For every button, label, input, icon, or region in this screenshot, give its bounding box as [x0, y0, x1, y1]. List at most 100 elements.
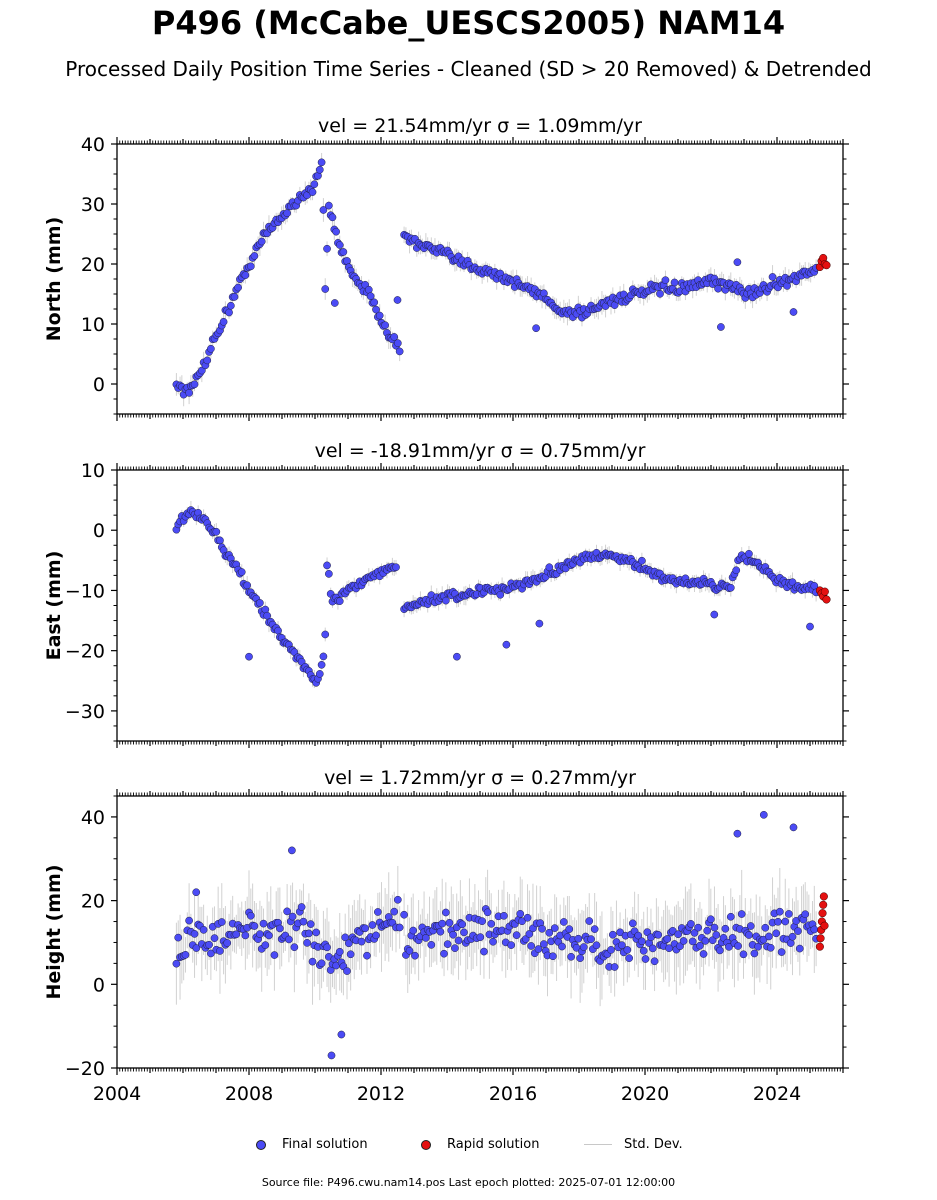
x-tick-label: 2008 [225, 1083, 273, 1105]
rapid-solution-point [819, 892, 828, 901]
final-solution-point [250, 252, 259, 260]
chart-title: P496 (McCabe_UESCS2005) NAM14 [151, 4, 786, 42]
final-solution-point [733, 258, 742, 267]
final-solution-point [688, 937, 697, 946]
legend-rapid: Rapid solution [421, 1137, 539, 1152]
final-solution-point [532, 324, 540, 333]
final-solution-point [781, 917, 790, 926]
final-solution-point [706, 915, 715, 924]
final-solution-point [303, 939, 311, 947]
final-solution-point [717, 323, 725, 331]
y-tick-label: 40 [81, 807, 105, 829]
final-solution-point [443, 940, 452, 949]
y-tick-label: 40 [81, 134, 105, 156]
final-solution-point [227, 301, 235, 310]
final-solution-point [590, 925, 599, 933]
final-solution-point [699, 950, 708, 958]
final-solution-point [795, 944, 804, 953]
final-solution-point [518, 917, 526, 926]
legend: Final solution Rapid solution Std. Dev. [0, 1137, 937, 1159]
legend-rapid-marker [421, 1139, 431, 1150]
final-solution-point [732, 566, 741, 575]
final-solution-point [638, 556, 646, 565]
final-solution-point [449, 930, 457, 939]
final-solution-point [670, 278, 679, 287]
final-solution-point [372, 931, 380, 940]
final-solution-point [712, 931, 721, 939]
final-solution-point [174, 933, 183, 942]
final-solution-point [665, 944, 673, 953]
final-solution-point [422, 934, 430, 942]
final-solution-point [550, 924, 559, 932]
final-solution-point [393, 296, 402, 304]
y-tick-label: 0 [93, 520, 105, 542]
final-solution-point [181, 950, 190, 959]
final-solution-point [534, 945, 543, 953]
final-solution-point [607, 946, 615, 954]
final-solution-point [364, 285, 373, 294]
final-solution-point [512, 931, 521, 939]
final-solution-point [172, 959, 181, 968]
final-solution-point [328, 213, 337, 222]
final-solution-point [478, 917, 486, 926]
final-solution-point [574, 934, 583, 943]
final-solution-point [625, 954, 634, 962]
final-solution-point [746, 922, 755, 930]
final-solution-point [274, 626, 282, 635]
final-solution-point [283, 907, 291, 916]
final-solution-point [576, 954, 585, 963]
final-solution-point [330, 299, 339, 307]
final-solution-point [628, 919, 637, 928]
final-solution-point [549, 952, 557, 961]
rapid-solution-point [822, 595, 831, 604]
final-solution-point [750, 949, 759, 958]
final-solution-point [411, 951, 419, 960]
final-solution-point [745, 549, 753, 558]
final-solution-point [480, 947, 488, 956]
final-solution-point [315, 165, 324, 174]
final-solution-point [339, 248, 348, 256]
plot-frame [116, 469, 844, 742]
final-solution-point [734, 942, 742, 950]
final-solution-point [476, 933, 485, 941]
final-solution-point [567, 952, 575, 961]
y-tick-label: 0 [93, 374, 105, 396]
final-solution-point [246, 262, 255, 271]
final-solution-point [216, 947, 224, 955]
final-solution-point [335, 241, 344, 249]
final-solution-point [774, 917, 782, 926]
final-solution-point [650, 957, 659, 966]
final-solution-point [663, 935, 672, 943]
final-solution-point [806, 622, 814, 631]
final-solution-point [199, 925, 208, 934]
final-solution-point [440, 949, 448, 958]
final-solution-point [483, 908, 492, 917]
final-solution-point [190, 930, 199, 938]
final-solution-point [648, 944, 657, 953]
final-solution-point [372, 305, 380, 314]
final-solution-point [777, 948, 786, 956]
final-solution-point [261, 941, 270, 949]
final-solution-point [801, 910, 810, 919]
final-solution-point [223, 939, 232, 947]
final-solution-point [207, 344, 215, 353]
y-tick-label: −20 [65, 641, 105, 663]
final-solution-point [708, 936, 717, 945]
final-solution-point [185, 916, 193, 925]
final-solution-point [559, 918, 568, 926]
final-solution-point [361, 924, 370, 933]
source-footer: Source file: P496.cwu.nam14.pos Last epo… [261, 1176, 676, 1189]
final-solution-point [716, 946, 724, 955]
final-solution-point [232, 930, 241, 939]
final-solution-point [210, 934, 219, 942]
x-tick-label: 2020 [621, 1083, 669, 1105]
final-solution-point [321, 285, 330, 293]
final-solution-point [701, 937, 710, 945]
final-solution-point [721, 924, 730, 933]
final-solution-point [458, 920, 467, 929]
y-tick-label: 10 [81, 314, 105, 336]
final-solution-point [283, 209, 291, 218]
final-solution-point [317, 959, 326, 968]
final-solution-point [409, 926, 418, 935]
final-solution-point [535, 619, 544, 628]
